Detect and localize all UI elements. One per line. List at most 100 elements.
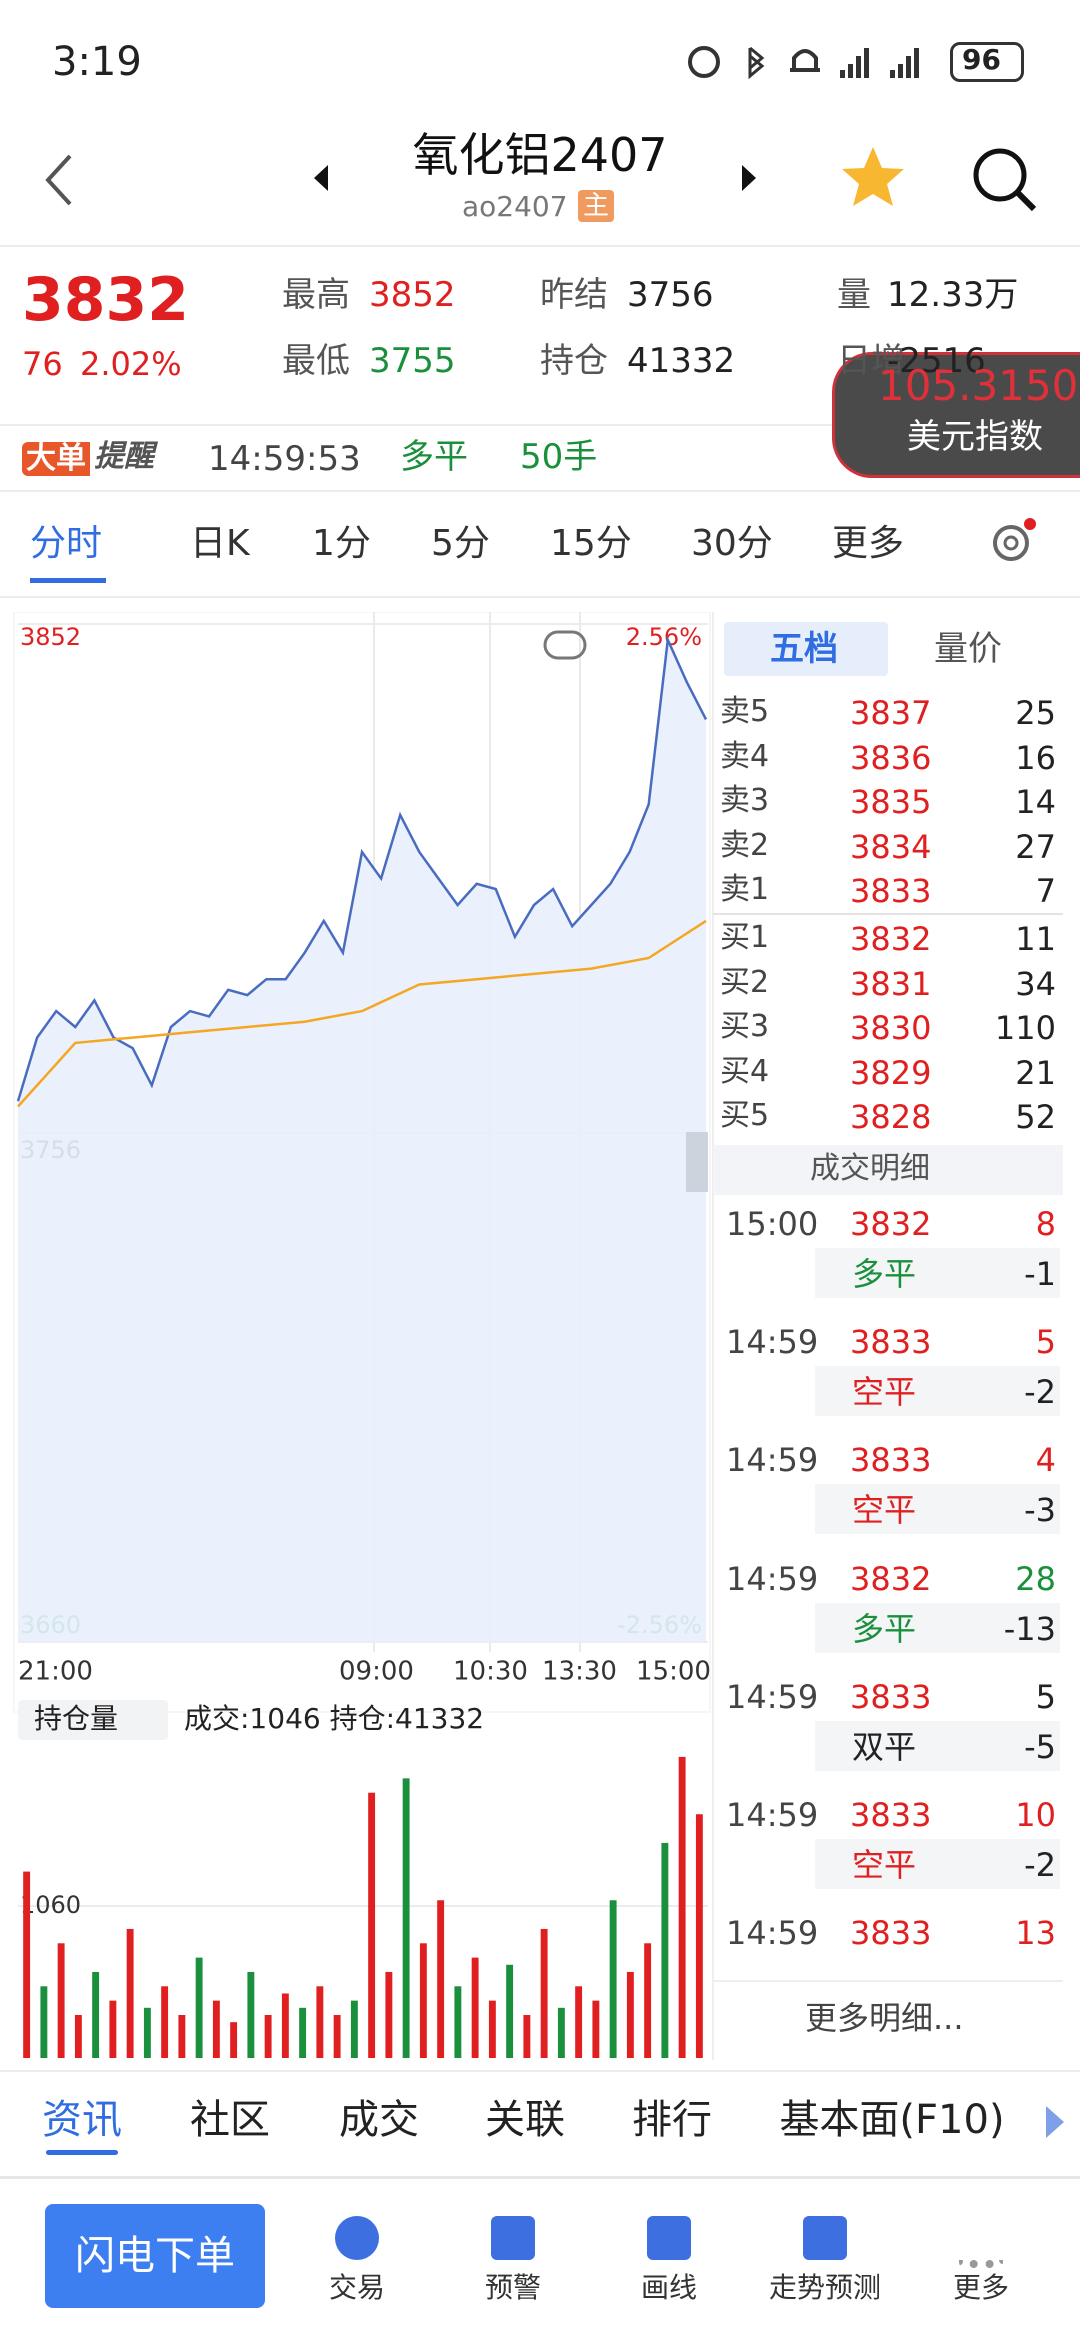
- depth-price: 3832: [850, 920, 932, 958]
- settings-button[interactable]: [988, 518, 1038, 568]
- quick-order-button[interactable]: [45, 2204, 265, 2308]
- search-button[interactable]: [970, 145, 1040, 215]
- depth-label: 卖4: [720, 738, 770, 774]
- bottom-tab[interactable]: 社区: [190, 2097, 270, 2143]
- volume-bar: [695, 1814, 703, 2058]
- trade-type: 多平: [852, 1609, 917, 1648]
- trade-oi: -2: [1024, 1846, 1056, 1884]
- toolbar-label[interactable]: 交易: [328, 2271, 386, 2304]
- volume-bar: [471, 1957, 479, 2058]
- period-tab[interactable]: 更多: [832, 523, 905, 564]
- trade-type: 空平: [852, 1373, 917, 1412]
- depth-price: 3836: [850, 738, 932, 777]
- trade-time: 14:59: [726, 1323, 819, 1362]
- floating-index-pill[interactable]: [832, 352, 1080, 478]
- period-tab[interactable]: 15分: [550, 523, 632, 564]
- expand-handle: [686, 1132, 708, 1192]
- trade-oi: -13: [1003, 1609, 1056, 1648]
- trade-price: 3833: [850, 1323, 932, 1362]
- trade-qty: 5: [1035, 1323, 1056, 1362]
- quick-order-label[interactable]: 闪电下单: [75, 2233, 235, 2279]
- volume-bar: [575, 1986, 583, 2058]
- bottom-tab[interactable]: 关联: [485, 2097, 565, 2143]
- volume-bar: [626, 1971, 634, 2058]
- stat-value: 3852: [369, 275, 456, 315]
- toolbar-icon[interactable]: [803, 2216, 847, 2260]
- volume-bar: [385, 1971, 393, 2058]
- trade-oi: -5: [1024, 1727, 1056, 1766]
- favorite-star[interactable]: [840, 145, 906, 209]
- stat-label: 持仓: [540, 341, 608, 381]
- toolbar-icon[interactable]: [647, 2216, 691, 2260]
- pct-label: 2.56%: [626, 623, 702, 651]
- volume-bar: [402, 1778, 410, 2058]
- index-label[interactable]: 美元指数: [907, 417, 1043, 457]
- tabs-arrow[interactable]: [1040, 2102, 1070, 2142]
- stat-value: -2516: [887, 341, 986, 381]
- period-tab[interactable]: 5分: [431, 523, 490, 564]
- trade-qty: 8: [1035, 1205, 1056, 1243]
- period-tab[interactable]: 1分: [312, 523, 371, 564]
- volume-bar: [419, 1943, 427, 2058]
- trade-type-row: [815, 1248, 1060, 1298]
- stat-label: 最低: [282, 341, 350, 381]
- bottom-tab[interactable]: 资讯: [42, 2097, 122, 2143]
- trade-price: 3833: [850, 1677, 932, 1716]
- trade-time: 14:59: [726, 1677, 819, 1716]
- trade-type-row: [815, 1602, 1060, 1653]
- toolbar-icon[interactable]: [959, 2216, 1003, 2268]
- depth-tab[interactable]: 量价: [934, 629, 1002, 669]
- period-tab[interactable]: 30分: [691, 523, 773, 564]
- depth-label: 卖3: [720, 783, 770, 819]
- depth-label: 买4: [720, 1053, 770, 1089]
- trade-oi: -3: [1024, 1491, 1056, 1530]
- volume-bar: [557, 2007, 565, 2058]
- index-value[interactable]: 105.3150: [878, 361, 1079, 410]
- toolbar-icon[interactable]: [491, 2216, 535, 2260]
- volume-bar: [230, 2022, 238, 2058]
- x-tick-label: 15:00: [636, 1657, 711, 1687]
- period-tab[interactable]: 日K: [190, 523, 250, 564]
- stat-label: 量: [837, 275, 871, 315]
- volume-bar: [437, 1900, 445, 2058]
- x-tick-label: 09:00: [339, 1657, 414, 1687]
- bottom-tab[interactable]: 基本面(F10): [779, 2097, 1005, 2143]
- volume-bar: [143, 2007, 151, 2058]
- active-tab-underline: [46, 2150, 118, 2155]
- next-contract[interactable]: [738, 163, 758, 193]
- toolbar-label[interactable]: 画线: [640, 2271, 698, 2304]
- status-icons: [688, 46, 919, 80]
- alert-time: 14:59:53: [208, 439, 361, 479]
- depth-label: 买3: [720, 1009, 770, 1045]
- period-tab[interactable]: 分时: [30, 523, 103, 564]
- stat-label: 昨结: [540, 275, 608, 315]
- trade-type: 双平: [852, 1727, 917, 1766]
- volume-bar: [178, 2014, 186, 2058]
- depth-tab-active[interactable]: [724, 622, 888, 676]
- toolbar-label[interactable]: 走势预测: [768, 2271, 882, 2304]
- more-detail-row[interactable]: [713, 1980, 1063, 2060]
- divider: [0, 596, 1080, 598]
- trade-type-row: [815, 1366, 1060, 1417]
- bottom-tab[interactable]: 排行: [632, 2097, 712, 2143]
- trade-detail-header[interactable]: [713, 1145, 1063, 1195]
- depth-price: 3834: [850, 827, 932, 866]
- toolbar-label[interactable]: 更多: [952, 2271, 1010, 2304]
- volume-bar: [661, 1842, 669, 2058]
- depth-tab[interactable]: 五档: [770, 629, 838, 669]
- back-button[interactable]: [40, 150, 80, 210]
- bottom-tab[interactable]: 成交: [339, 2097, 419, 2143]
- average-line: [17, 919, 707, 1108]
- toolbar-icon[interactable]: [335, 2216, 379, 2260]
- trade-detail-title[interactable]: 成交明细: [810, 1151, 930, 1186]
- trade-price: 3833: [850, 1796, 932, 1834]
- more-detail[interactable]: 更多明细...: [805, 1999, 964, 2037]
- prev-contract[interactable]: [312, 163, 332, 193]
- volume-bar: [316, 1986, 324, 2058]
- battery-level: 96: [962, 43, 1001, 76]
- divider: [713, 913, 1063, 915]
- depth-price: 3833: [850, 872, 932, 911]
- toolbar-label[interactable]: 预警: [484, 2271, 542, 2304]
- active-tab-underline: [30, 578, 106, 583]
